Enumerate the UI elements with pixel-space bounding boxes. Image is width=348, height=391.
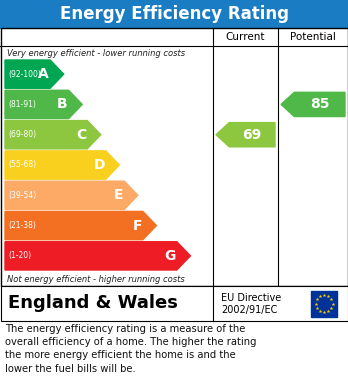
Text: Current: Current: [226, 32, 265, 42]
Text: EU Directive: EU Directive: [221, 293, 281, 303]
Text: (55-68): (55-68): [8, 160, 36, 170]
Text: 85: 85: [310, 97, 330, 111]
Bar: [0, 28, 348, 286]
Polygon shape: [5, 212, 156, 240]
Bar: [0, 286, 348, 321]
Polygon shape: [5, 120, 101, 149]
Polygon shape: [5, 151, 119, 179]
Text: E: E: [114, 188, 123, 202]
Text: (39-54): (39-54): [8, 191, 36, 200]
Text: (92-100): (92-100): [8, 70, 41, 79]
Text: C: C: [76, 128, 86, 142]
Text: (1-20): (1-20): [8, 251, 31, 260]
Text: A: A: [38, 67, 49, 81]
Text: D: D: [93, 158, 105, 172]
Text: (81-91): (81-91): [8, 100, 36, 109]
Text: (69-80): (69-80): [8, 130, 36, 139]
Polygon shape: [5, 181, 138, 210]
Polygon shape: [216, 123, 275, 147]
Text: The energy efficiency rating is a measure of the
overall efficiency of a home. T: The energy efficiency rating is a measur…: [5, 324, 256, 373]
Text: Very energy efficient - lower running costs: Very energy efficient - lower running co…: [7, 48, 185, 57]
Text: 2002/91/EC: 2002/91/EC: [221, 305, 277, 315]
Polygon shape: [5, 242, 190, 270]
Text: F: F: [132, 219, 142, 233]
Text: B: B: [57, 97, 68, 111]
Polygon shape: [5, 90, 82, 118]
Text: (21-38): (21-38): [8, 221, 36, 230]
Text: Not energy efficient - higher running costs: Not energy efficient - higher running co…: [7, 274, 185, 283]
Text: Energy Efficiency Rating: Energy Efficiency Rating: [60, 5, 288, 23]
Polygon shape: [281, 92, 345, 117]
Text: G: G: [165, 249, 176, 263]
Polygon shape: [5, 60, 64, 88]
Text: Potential: Potential: [290, 32, 336, 42]
Bar: [311, 291, 337, 316]
Bar: [0, 0, 348, 28]
Text: 69: 69: [243, 128, 262, 142]
Text: England & Wales: England & Wales: [8, 294, 178, 312]
